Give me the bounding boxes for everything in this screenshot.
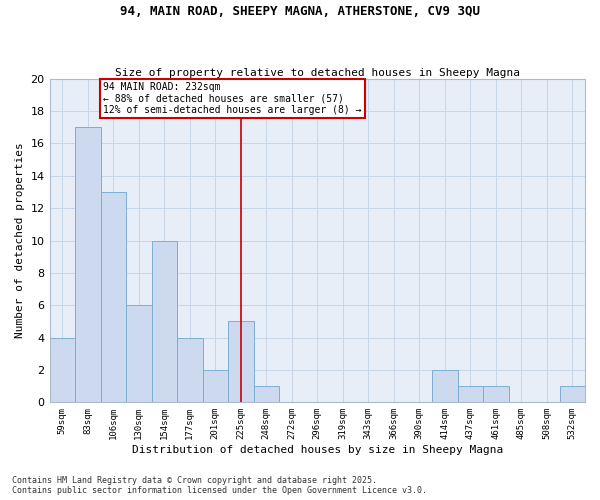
Bar xyxy=(483,386,509,402)
Bar xyxy=(50,338,75,402)
Bar xyxy=(432,370,458,402)
X-axis label: Distribution of detached houses by size in Sheepy Magna: Distribution of detached houses by size … xyxy=(131,445,503,455)
Bar xyxy=(177,338,203,402)
Bar xyxy=(254,386,279,402)
Bar xyxy=(101,192,126,402)
Bar xyxy=(152,240,177,402)
Bar xyxy=(228,322,254,402)
Text: 94 MAIN ROAD: 232sqm
← 88% of detached houses are smaller (57)
12% of semi-detac: 94 MAIN ROAD: 232sqm ← 88% of detached h… xyxy=(103,82,362,115)
Bar xyxy=(126,306,152,402)
Title: Size of property relative to detached houses in Sheepy Magna: Size of property relative to detached ho… xyxy=(115,68,520,78)
Text: 94, MAIN ROAD, SHEEPY MAGNA, ATHERSTONE, CV9 3QU: 94, MAIN ROAD, SHEEPY MAGNA, ATHERSTONE,… xyxy=(120,5,480,18)
Text: Contains HM Land Registry data © Crown copyright and database right 2025.
Contai: Contains HM Land Registry data © Crown c… xyxy=(12,476,427,495)
Y-axis label: Number of detached properties: Number of detached properties xyxy=(15,142,25,338)
Bar xyxy=(203,370,228,402)
Bar xyxy=(75,128,101,402)
Bar xyxy=(560,386,585,402)
Bar xyxy=(458,386,483,402)
